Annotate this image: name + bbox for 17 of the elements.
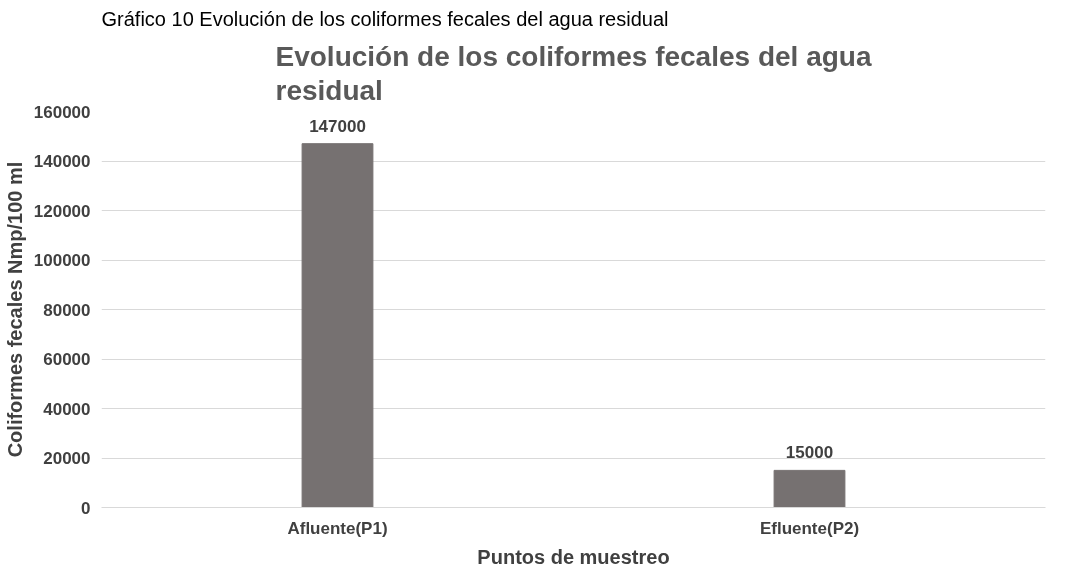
y-tick-label: 140000: [33, 152, 91, 171]
chart-title: Evolución de los coliformes fecales del agua residual: [275, 41, 872, 107]
y-axis-title: Coliformes fecales Nmp/100 ml: [3, 161, 26, 458]
x-tick-label: Afluente(P1): [287, 518, 388, 538]
x-tick-label: Efluente(P2): [759, 518, 860, 538]
y-tick-label: 80000: [43, 300, 91, 320]
y-tick-label: 20000: [43, 449, 91, 468]
y-tick-label: 40000: [43, 399, 91, 419]
y-tick-label: 60000: [43, 350, 91, 369]
text: Gráfico 10 Evolución de los coliformes fecales del agua residual: [101, 7, 669, 30]
x-axis-title: Puntos de muestreo: [477, 545, 670, 568]
y-tick-label: 160000: [33, 102, 91, 122]
data-label: 15000: [785, 443, 834, 463]
y-tick-label: 100000: [33, 251, 91, 270]
y-tick-label: 0: [81, 498, 91, 518]
y-tick-label: 120000: [33, 201, 91, 221]
data-label: 147000: [309, 116, 366, 136]
